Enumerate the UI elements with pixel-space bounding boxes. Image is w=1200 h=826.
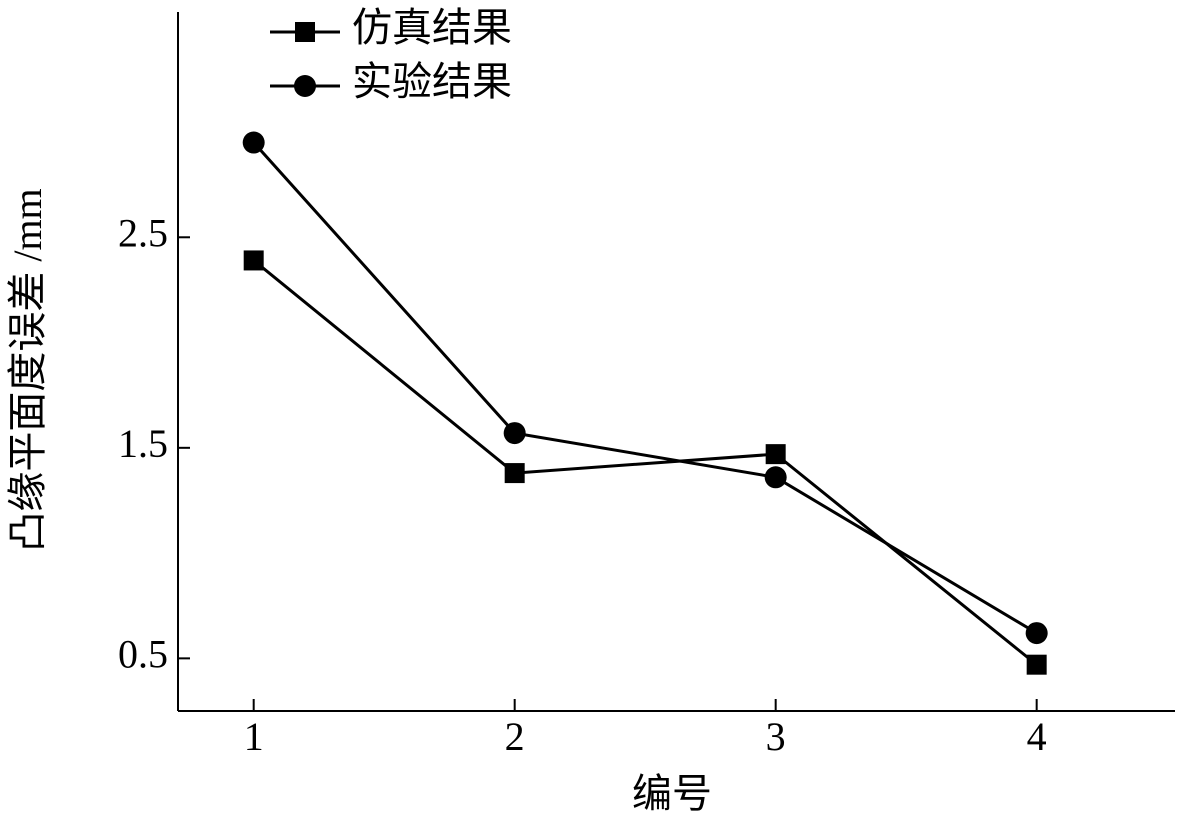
data-point (765, 444, 786, 465)
y-tick-label: 1.5 (118, 421, 168, 466)
series-line (252, 141, 1038, 635)
legend-marker (294, 75, 316, 97)
data-point (1025, 622, 1048, 645)
legend-label: 实验结果 (352, 59, 512, 104)
data-point (504, 463, 525, 484)
y-tick-label: 0.5 (118, 632, 168, 677)
y-axis-label: 凸缘平面度误差 /mm (5, 188, 50, 551)
x-tick-label: 3 (766, 714, 786, 759)
y-tick-label: 2.5 (118, 210, 168, 255)
data-point (764, 466, 787, 489)
data-point (1026, 654, 1047, 675)
data-point (503, 422, 526, 445)
legend-label: 仿真结果 (352, 5, 512, 50)
x-axis-label: 编号 (632, 771, 712, 816)
series-line (252, 259, 1038, 666)
legend-marker (295, 22, 315, 42)
x-tick-label: 2 (505, 714, 525, 759)
data-point (243, 250, 264, 271)
x-tick-label: 4 (1027, 714, 1047, 759)
x-tick-label: 1 (244, 714, 264, 759)
data-point (242, 131, 265, 154)
